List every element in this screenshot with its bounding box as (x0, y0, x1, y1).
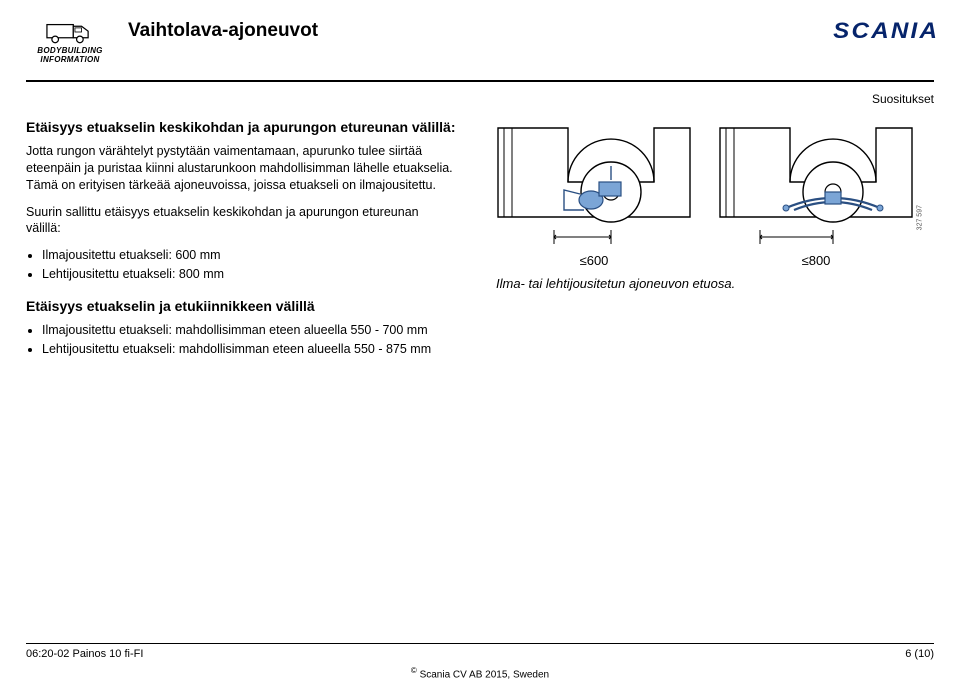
category-label: Suositukset (26, 92, 934, 106)
section1-heading: Etäisyys etuakselin keskikohdan ja apuru… (26, 118, 456, 137)
list-item: Ilmajousitettu etuakseli: 600 mm (42, 247, 456, 264)
truck-badge: BODYBUILDING INFORMATION (26, 18, 114, 76)
content-area: Etäisyys etuakselin keskikohdan ja apuru… (26, 118, 934, 372)
header-left: BODYBUILDING INFORMATION Vaihtolava-ajon… (26, 18, 318, 76)
footer-row: 06:20-02 Painos 10 fi-FI 6 (10) (26, 648, 934, 660)
dim-value: 600 (587, 253, 609, 268)
axle-leaf-icon (716, 122, 916, 272)
badge-line1: BODYBUILDING (37, 47, 102, 55)
axle-diagram-air: ≤600 (494, 122, 694, 262)
text-column: Etäisyys etuakselin keskikohdan ja apuru… (26, 118, 456, 372)
figure-row: ≤600 (494, 122, 916, 262)
footer: 06:20-02 Painos 10 fi-FI 6 (10) © Scania… (0, 643, 960, 680)
brand-logo: SCANIA (833, 18, 939, 44)
section1-para2: Suurin sallittu etäisyys etuakselin kesk… (26, 204, 456, 238)
footer-rule (26, 643, 934, 644)
list-item: Lehtijousitettu etuakseli: 800 mm (42, 266, 456, 283)
document-title: Vaihtolava-ajoneuvot (128, 20, 318, 42)
header: BODYBUILDING INFORMATION Vaihtolava-ajon… (26, 18, 934, 76)
dim-value: 800 (809, 253, 831, 268)
page-number: 6 (10) (905, 648, 934, 660)
section1-bullets: Ilmajousitettu etuakseli: 600 mm Lehtijo… (26, 247, 456, 283)
header-rule (26, 80, 934, 82)
section2-heading: Etäisyys etuakselin ja etukiinnikkeen vä… (26, 297, 456, 316)
section2-bullets: Ilmajousitettu etuakseli: mahdollisimman… (26, 322, 456, 358)
figure-id-tag: 327 597 (916, 205, 923, 230)
copyright-text: Scania CV AB 2015, Sweden (420, 669, 550, 680)
footer-copyright: © Scania CV AB 2015, Sweden (26, 666, 934, 680)
copyright-symbol: © (411, 666, 417, 675)
doc-code: 06:20-02 Painos 10 fi-FI (26, 648, 143, 660)
list-item: Ilmajousitettu etuakseli: mahdollisimman… (42, 322, 456, 339)
dimension-leaf: ≤800 (802, 253, 831, 268)
figure-caption: Ilma- tai lehtijousitetun ajoneuvon etuo… (476, 276, 934, 291)
page-root: BODYBUILDING INFORMATION Vaihtolava-ajon… (0, 0, 960, 690)
axle-diagram-leaf: ≤800 327 597 (716, 122, 916, 262)
figure-column: ≤600 (476, 118, 934, 372)
truck-icon (45, 18, 95, 46)
section1-para1: Jotta rungon värähtelyt pystytään vaimen… (26, 143, 456, 194)
dimension-air: ≤600 (580, 253, 609, 268)
axle-air-icon (494, 122, 694, 272)
badge-line2: INFORMATION (40, 56, 99, 64)
list-item: Lehtijousitettu etuakseli: mahdollisimma… (42, 341, 456, 358)
